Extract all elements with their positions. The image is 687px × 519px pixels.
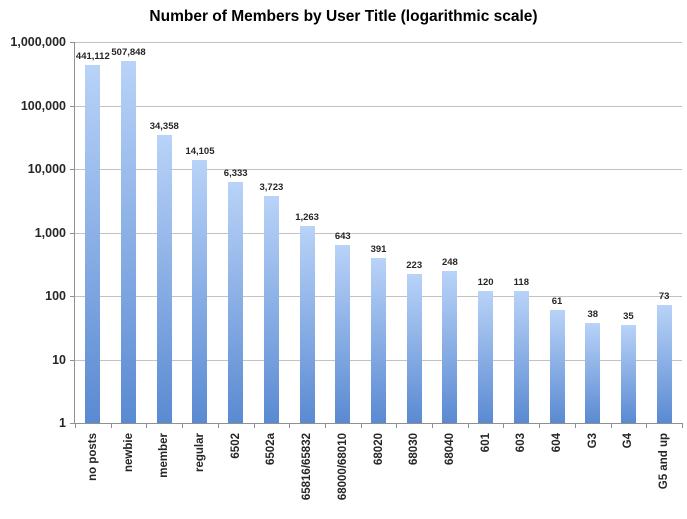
y-tick-label: 100 xyxy=(45,289,66,303)
chart-title: Number of Members by User Title (logarit… xyxy=(149,8,538,25)
bar xyxy=(121,60,137,423)
gridline xyxy=(75,105,682,107)
bar-value-label: 34,358 xyxy=(149,120,179,132)
y-tick xyxy=(70,42,74,43)
category-label: 604 xyxy=(551,433,564,453)
bar xyxy=(192,159,208,423)
x-tick xyxy=(217,424,219,428)
x-tick xyxy=(610,424,612,428)
x-tick xyxy=(682,424,683,428)
y-tick xyxy=(70,423,74,424)
bar xyxy=(263,196,279,423)
bar-value-label: 223 xyxy=(406,259,423,271)
category-label: 68040 xyxy=(443,433,456,465)
bar-value-label: 507,848 xyxy=(111,46,146,58)
bar-value-label: 118 xyxy=(513,277,529,289)
x-tick xyxy=(110,424,112,428)
x-tick xyxy=(539,424,541,428)
category-label: no posts xyxy=(86,433,99,481)
y-tick-label: 10 xyxy=(52,352,66,367)
plot-area: 441,112 507,848 34,358 14,105 6,333 3,723 1,26… xyxy=(75,42,682,423)
y-tick xyxy=(70,105,74,107)
y-axis-line xyxy=(74,42,75,424)
y-tick-label: 1 xyxy=(59,416,66,430)
category-label: G5 and up xyxy=(658,433,671,490)
x-tick xyxy=(360,424,362,428)
category-label: member xyxy=(158,433,171,478)
bar xyxy=(406,273,422,423)
category-label: 68030 xyxy=(408,433,421,465)
x-tick xyxy=(396,424,398,428)
bar-value-label: 643 xyxy=(334,230,351,242)
x-tick xyxy=(253,424,255,428)
bar xyxy=(156,134,172,423)
bar xyxy=(85,64,101,423)
bar xyxy=(656,304,672,423)
bar xyxy=(585,322,601,423)
bar-value-label: 120 xyxy=(477,276,494,288)
y-tick-label: 100,000 xyxy=(20,98,66,113)
bar-value-label: 441,112 xyxy=(75,50,110,62)
y-tick xyxy=(70,296,74,297)
y-tick-label: 10,000 xyxy=(27,162,66,176)
bar-value-label: 6,333 xyxy=(223,167,248,179)
category-label: 6502a xyxy=(265,433,278,465)
x-tick xyxy=(289,424,291,428)
bar xyxy=(442,270,458,423)
bar xyxy=(549,309,565,423)
gridline xyxy=(75,232,682,234)
y-tick-label: 1,000 xyxy=(34,225,66,240)
category-label: 65816/65832 xyxy=(301,433,314,501)
bar-value-label: 391 xyxy=(370,244,387,256)
bar-value-label: 35 xyxy=(623,310,634,322)
x-tick xyxy=(75,424,76,428)
bar xyxy=(299,226,315,423)
y-tick-label: 1,000,000 xyxy=(10,35,66,49)
x-tick xyxy=(646,424,648,428)
bar xyxy=(620,324,636,423)
category-label: 68020 xyxy=(372,433,385,465)
x-tick xyxy=(432,424,434,428)
bar-value-label: 14,105 xyxy=(185,145,215,157)
category-label: 68000/68010 xyxy=(336,433,349,501)
x-tick xyxy=(574,424,576,428)
category-label: 601 xyxy=(479,433,492,453)
category-label: G4 xyxy=(622,433,635,449)
bar xyxy=(335,244,351,423)
bar xyxy=(513,291,529,423)
category-label: G3 xyxy=(586,433,599,449)
bar xyxy=(228,181,244,423)
bar-value-label: 3,723 xyxy=(259,182,284,194)
gridline xyxy=(75,42,682,43)
y-tick xyxy=(70,169,74,170)
category-label: 6502 xyxy=(229,433,242,459)
x-tick xyxy=(182,424,184,428)
bar-value-label: 248 xyxy=(441,256,458,268)
bar-value-label: 38 xyxy=(587,308,599,320)
category-label: regular xyxy=(193,433,206,472)
bar-value-label: 1,263 xyxy=(295,212,319,224)
bar-value-label: 73 xyxy=(658,290,670,302)
bar xyxy=(478,290,494,423)
bar-value-label: 61 xyxy=(551,295,563,307)
x-tick xyxy=(467,424,469,428)
y-tick xyxy=(70,359,74,361)
y-tick xyxy=(70,232,74,234)
x-tick xyxy=(146,424,148,428)
x-axis-line xyxy=(74,423,683,424)
category-label: 603 xyxy=(515,433,528,453)
x-tick xyxy=(503,424,505,428)
category-label: newbie xyxy=(122,433,135,472)
x-tick xyxy=(324,424,326,428)
bar xyxy=(371,258,386,423)
gridline xyxy=(75,169,682,170)
